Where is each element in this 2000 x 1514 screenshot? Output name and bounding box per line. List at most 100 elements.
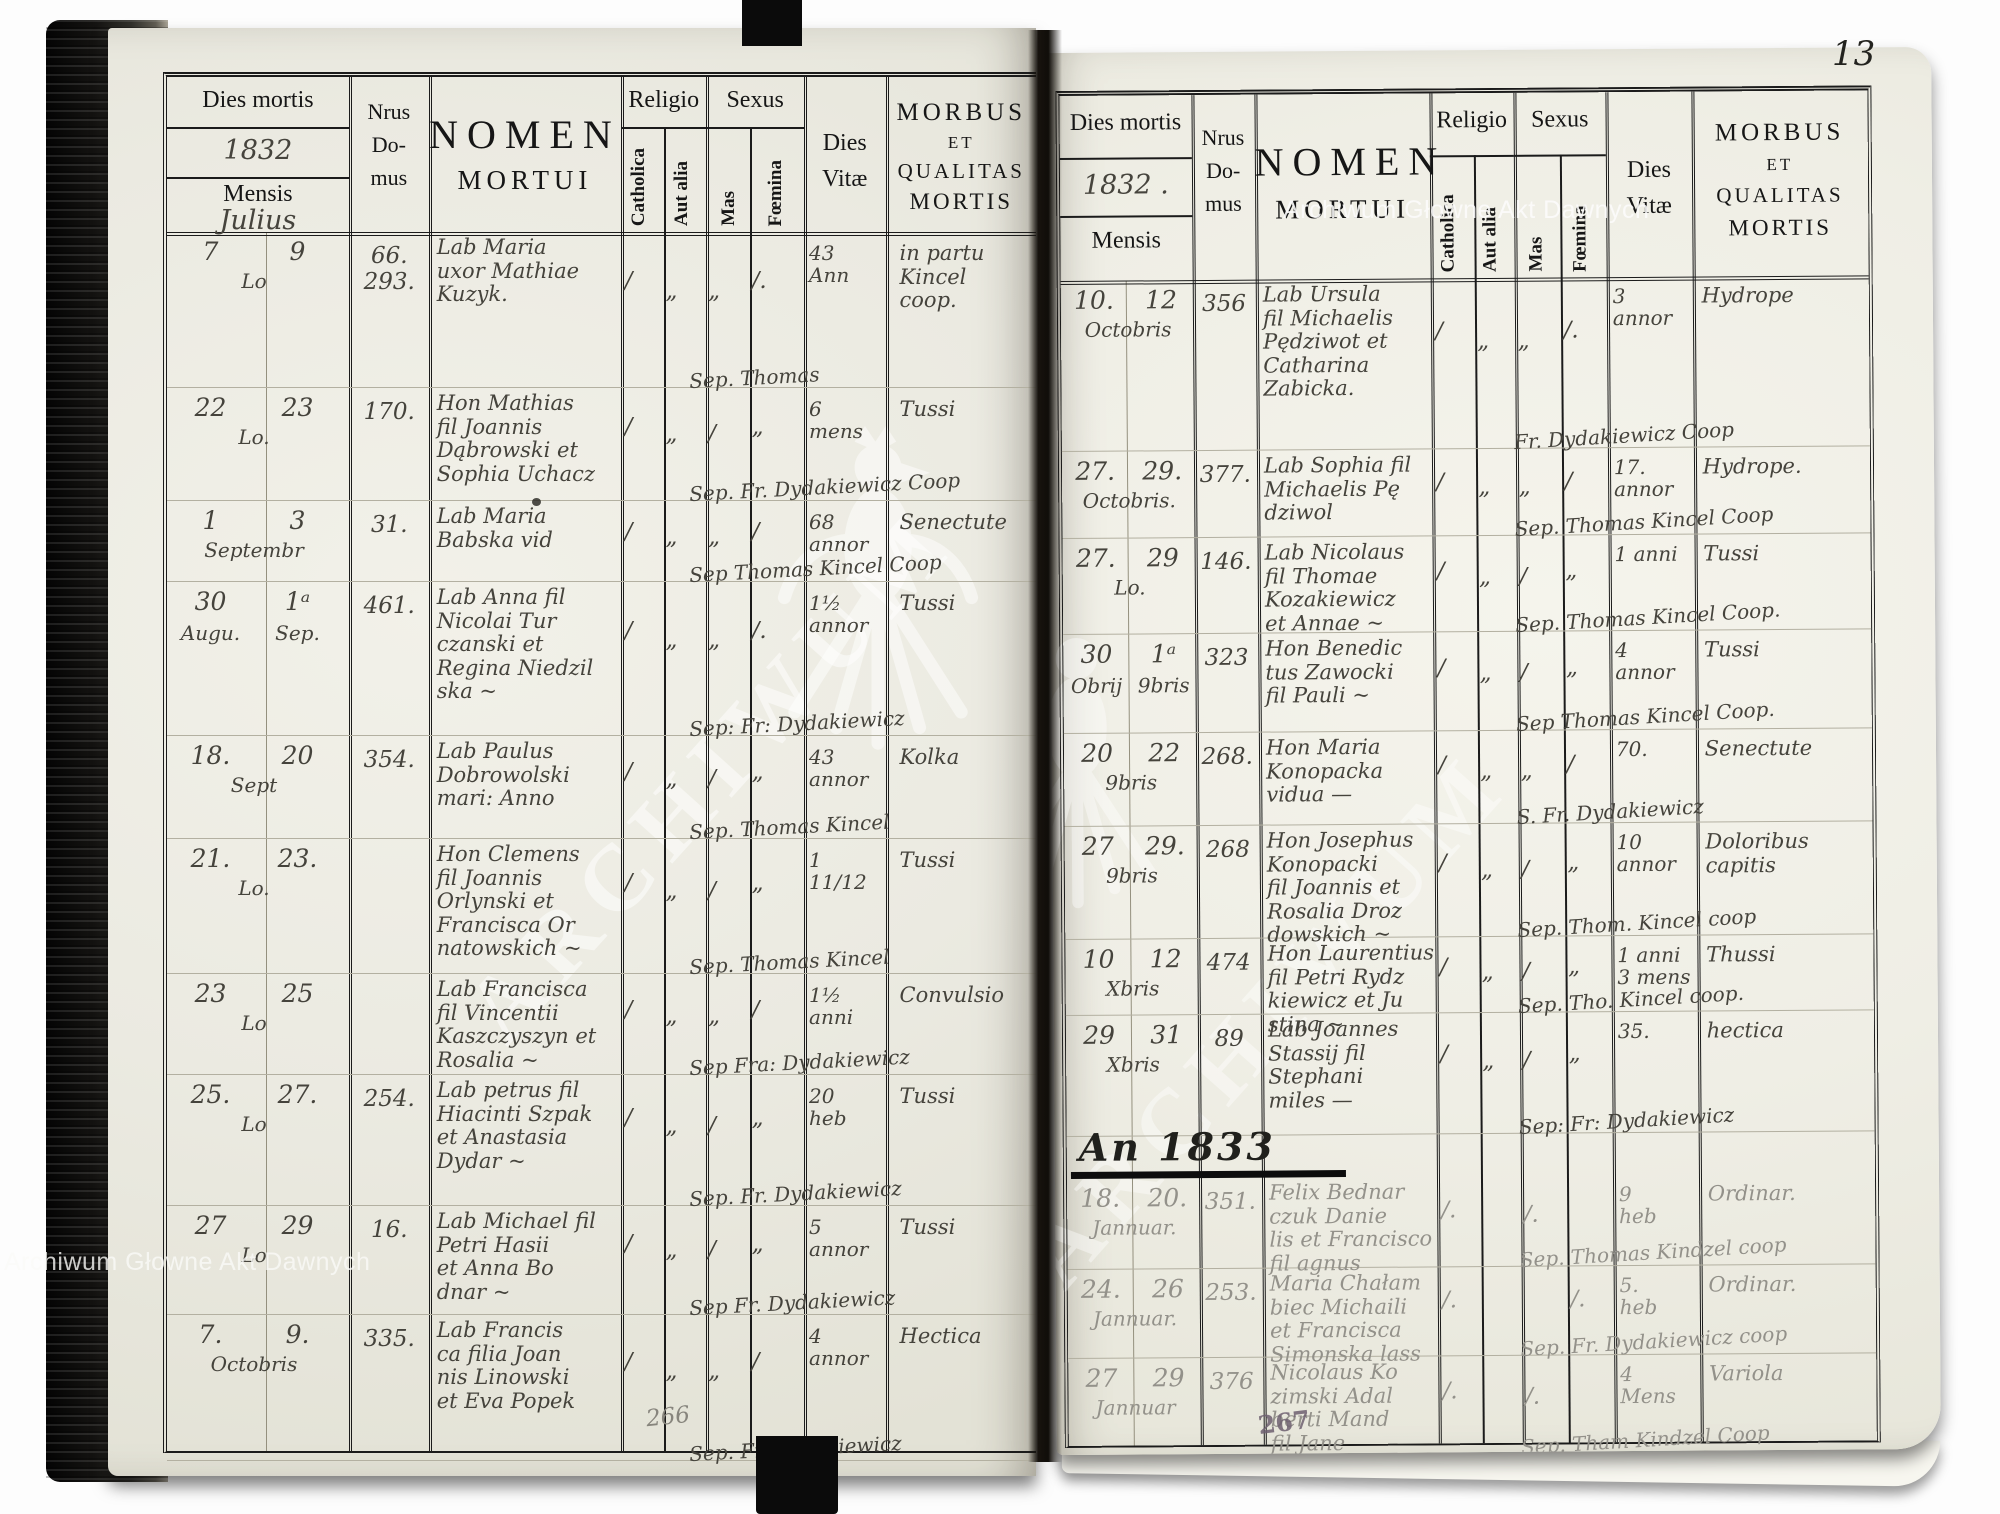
burial-signature: Sep. Thomas Kincel: [688, 944, 891, 979]
header-dies-mortis: Dies mortis 1832 Mensis Julius: [167, 77, 349, 236]
cause-of-death: Tussi: [899, 1084, 956, 1108]
month-note: Sept: [230, 773, 278, 797]
death-day: 22: [194, 393, 227, 422]
house-number: 268: [1205, 836, 1250, 864]
death-day: 1: [202, 506, 219, 535]
mark-mas: /: [708, 1113, 716, 1139]
left-table-header: Dies mortis 1832 Mensis Julius Nrus Do- …: [167, 77, 1036, 236]
mark-mas: /: [1521, 856, 1530, 883]
death-day: 24.: [1080, 1274, 1121, 1304]
register-row: 10. 12 Octobris 356 Lab Ursula fil Michaelis…: [1060, 275, 1870, 454]
burial-signature: Sep Fr. Dydakiewicz: [688, 1284, 896, 1320]
mark-foemina: „: [1568, 1040, 1581, 1067]
dies-vitae-label: Dies Vitæ: [822, 130, 868, 192]
house-number: 254.: [363, 1086, 415, 1112]
catholica-label: Catholica: [627, 147, 649, 226]
burial-month-note: 9bris: [1137, 673, 1190, 698]
mark-aut-alia: „: [665, 1003, 678, 1029]
burial-month-note: Sep.: [275, 621, 320, 645]
year-divider-row: An 1833: [1067, 1123, 1875, 1179]
deceased-name: Lab Francis ca filia Joan nis Linowski e…: [436, 1318, 576, 1413]
death-day: 10.: [1073, 285, 1114, 315]
deceased-name: Lab Ursula fil Michaelis Pędziwot et Cat…: [1262, 281, 1394, 401]
age-entry: 1 11/12: [809, 848, 867, 895]
header-rule: [1060, 215, 1192, 219]
year-script: 1832 .: [1082, 169, 1169, 201]
month-note: Jannuar.: [1092, 1215, 1177, 1240]
register-row: 27. 29 Lo. 146. Lab Nicolaus fil Thomae Koza…: [1062, 533, 1872, 637]
house-number: 146.: [1200, 548, 1252, 576]
deceased-name: Lab Michael fil Petri Hasii et Anna Bo d…: [436, 1209, 596, 1304]
month-note: Octobris.: [1082, 488, 1176, 513]
mark-foemina: „: [1565, 653, 1578, 681]
burial-signature: Sep. Fr. Dydakiewicz: [688, 1175, 903, 1211]
age-entry: 17. annor: [1613, 454, 1674, 502]
burial-signature: Sep. Tham Kindzel Coop: [1520, 1419, 1771, 1456]
month-note: Jannuar: [1095, 1395, 1176, 1420]
mark-mas: „: [1520, 757, 1533, 784]
mark-mas: /: [708, 878, 716, 905]
header-rule: [1059, 157, 1192, 161]
deceased-name: Maria Chałam biec Michaili et Francisca …: [1269, 1270, 1422, 1367]
qualitas-label: QUALITAS: [1716, 182, 1844, 208]
age-entry: 1 anni: [1614, 541, 1678, 567]
cause-of-death: Hydrope: [1701, 282, 1794, 308]
mortis-label: MORTIS: [909, 189, 1014, 214]
header-religio: Religio Catholica Aut alia: [1429, 93, 1514, 279]
deceased-name: Lab Anna fil Nicolai Tur czanski et Regi…: [436, 585, 594, 704]
mark-mas: „: [708, 277, 721, 304]
register-row: 20 22 9bris 268. Hon Maria Konopacka vidua —…: [1063, 728, 1873, 829]
burial-signature: Sep: Fr: Dydakiewicz: [688, 705, 906, 741]
mark-catholica: /: [624, 1230, 633, 1257]
column-subline: [749, 127, 752, 1451]
register-row: 25. 27. Lo 254. Lab petrus fil Hiacinti Szpa…: [167, 1075, 1036, 1211]
house-number: 323: [1204, 644, 1249, 672]
mark-foemina: „: [1567, 953, 1581, 980]
deceased-name: Lab petrus fil Hiacinti Szpak et Anastas…: [436, 1078, 593, 1173]
mark-foemina: /.: [1570, 1286, 1586, 1313]
register-row: 7 9 Lo 66. 293. Lab Maria uxor Mathiae Kuzyk…: [167, 232, 1036, 393]
register-row: 23 25 Lo Lab Francisca fil Vincentii Kaszcz…: [167, 974, 1036, 1080]
mark-catholica: /: [624, 997, 633, 1023]
age-entry: 43 annor: [809, 745, 869, 792]
house-number: 376: [1209, 1368, 1254, 1396]
register-row: 27 29 Jannuar 376 Nicolaus Ko zimski Adal be…: [1068, 1353, 1877, 1456]
month-note: Jannuar.: [1092, 1306, 1178, 1331]
mark-catholica: /: [1437, 654, 1446, 681]
age-entry: 68 annor: [809, 510, 869, 557]
burial-day: 23: [281, 393, 314, 422]
house-number: 170.: [363, 399, 415, 425]
deceased-name: Hon Maria Konopacka vidua —: [1265, 734, 1384, 807]
mark-aut-alia: „: [1478, 473, 1491, 500]
mark-foemina: „: [751, 1230, 764, 1257]
month-note: Septembr: [204, 538, 304, 562]
death-day: 20: [1081, 738, 1114, 768]
age-entry: 5 annor: [809, 1215, 869, 1262]
age-entry: 10 annor: [1616, 829, 1677, 877]
death-day: 27.: [1075, 543, 1116, 573]
burial-day: 29: [1152, 1363, 1185, 1393]
month-note: Octobris: [1084, 317, 1172, 342]
mark-aut-alia: „: [665, 524, 678, 550]
aut-alia-label: Aut alia: [670, 161, 692, 226]
mas-label: Mas: [718, 191, 740, 226]
cause-of-death: Tussi: [899, 848, 956, 872]
mark-foemina: „: [751, 759, 764, 786]
foemina-label: Fœmina: [764, 159, 786, 227]
mark-foemina: „: [1567, 849, 1580, 876]
column-line: [621, 77, 625, 1451]
mark-mas: „: [708, 524, 721, 550]
age-entry: 70.: [1615, 736, 1648, 762]
death-day: 27.: [1075, 456, 1116, 486]
death-day: 30: [1080, 639, 1113, 669]
header-dies-vitae: Dies Vitæ: [804, 77, 886, 232]
month-note: Octobris: [210, 1352, 298, 1376]
nrus-domus-label: Nrus Do- mus: [1201, 124, 1245, 217]
age-entry: 3 annor: [1612, 284, 1673, 331]
house-number: 351.: [1204, 1188, 1257, 1216]
death-day: 10: [1082, 944, 1115, 974]
sexus-label: Sexus: [726, 87, 784, 113]
mark-aut-alia: „: [665, 765, 678, 792]
header-rule: [1429, 154, 1514, 158]
burial-day: 12: [1145, 285, 1178, 315]
